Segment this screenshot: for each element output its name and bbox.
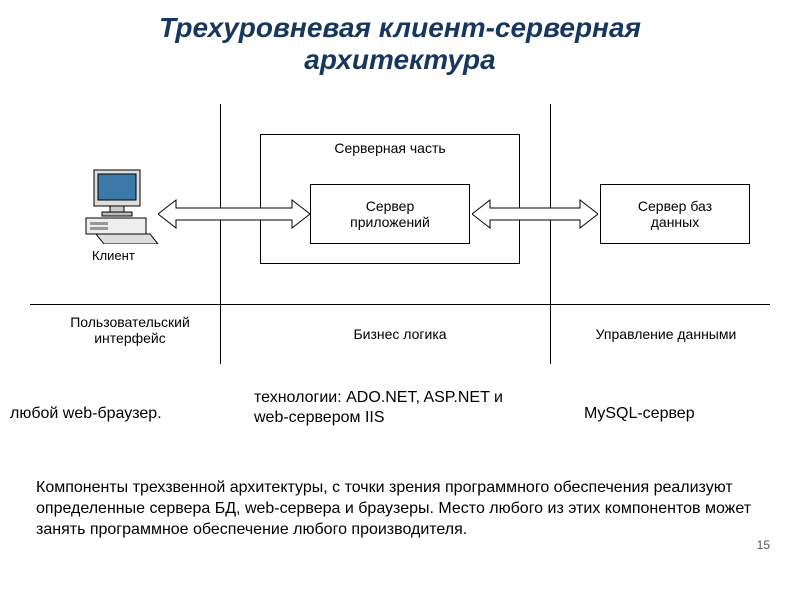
divider-1 [220,104,221,364]
app-server-label: Серверприложений [350,198,430,232]
slide-title: Трехуровневая клиент-серверная архитекту… [0,0,800,76]
title-line2: архитектура [304,44,495,75]
tech-biz: технологии: ADO.NET, ASP.NET и web-серве… [254,388,534,428]
tier-label-ui: Пользовательскийинтерфейс [50,314,210,346]
divider-2 [550,104,551,364]
tier-label-dm: Управление данными [566,326,766,342]
server-side-label: Серверная часть [320,140,460,156]
architecture-diagram: Серверная часть Серверприложений Сервер … [30,104,770,364]
tech-dm: MySQL-сервер [584,404,764,424]
app-server-box: Серверприложений [310,184,470,244]
db-server-box: Сервер базданных [600,184,750,244]
client-label: Клиент [92,248,135,263]
description-paragraph: Компоненты трехзвенной архитектуры, с то… [36,478,764,540]
arrow-app-db [472,198,598,230]
arrow-client-app [158,198,310,230]
tier-label-biz: Бизнес логика [300,326,500,342]
client-computer-icon [80,164,160,249]
tech-ui: любой web-браузер. [10,404,220,424]
page-number: 15 [757,538,770,552]
horizontal-separator [30,304,770,305]
title-line1: Трехуровневая клиент-серверная [159,12,641,43]
db-server-label: Сервер базданных [638,198,712,232]
tier-label-ui-text: Пользовательскийинтерфейс [70,314,190,346]
